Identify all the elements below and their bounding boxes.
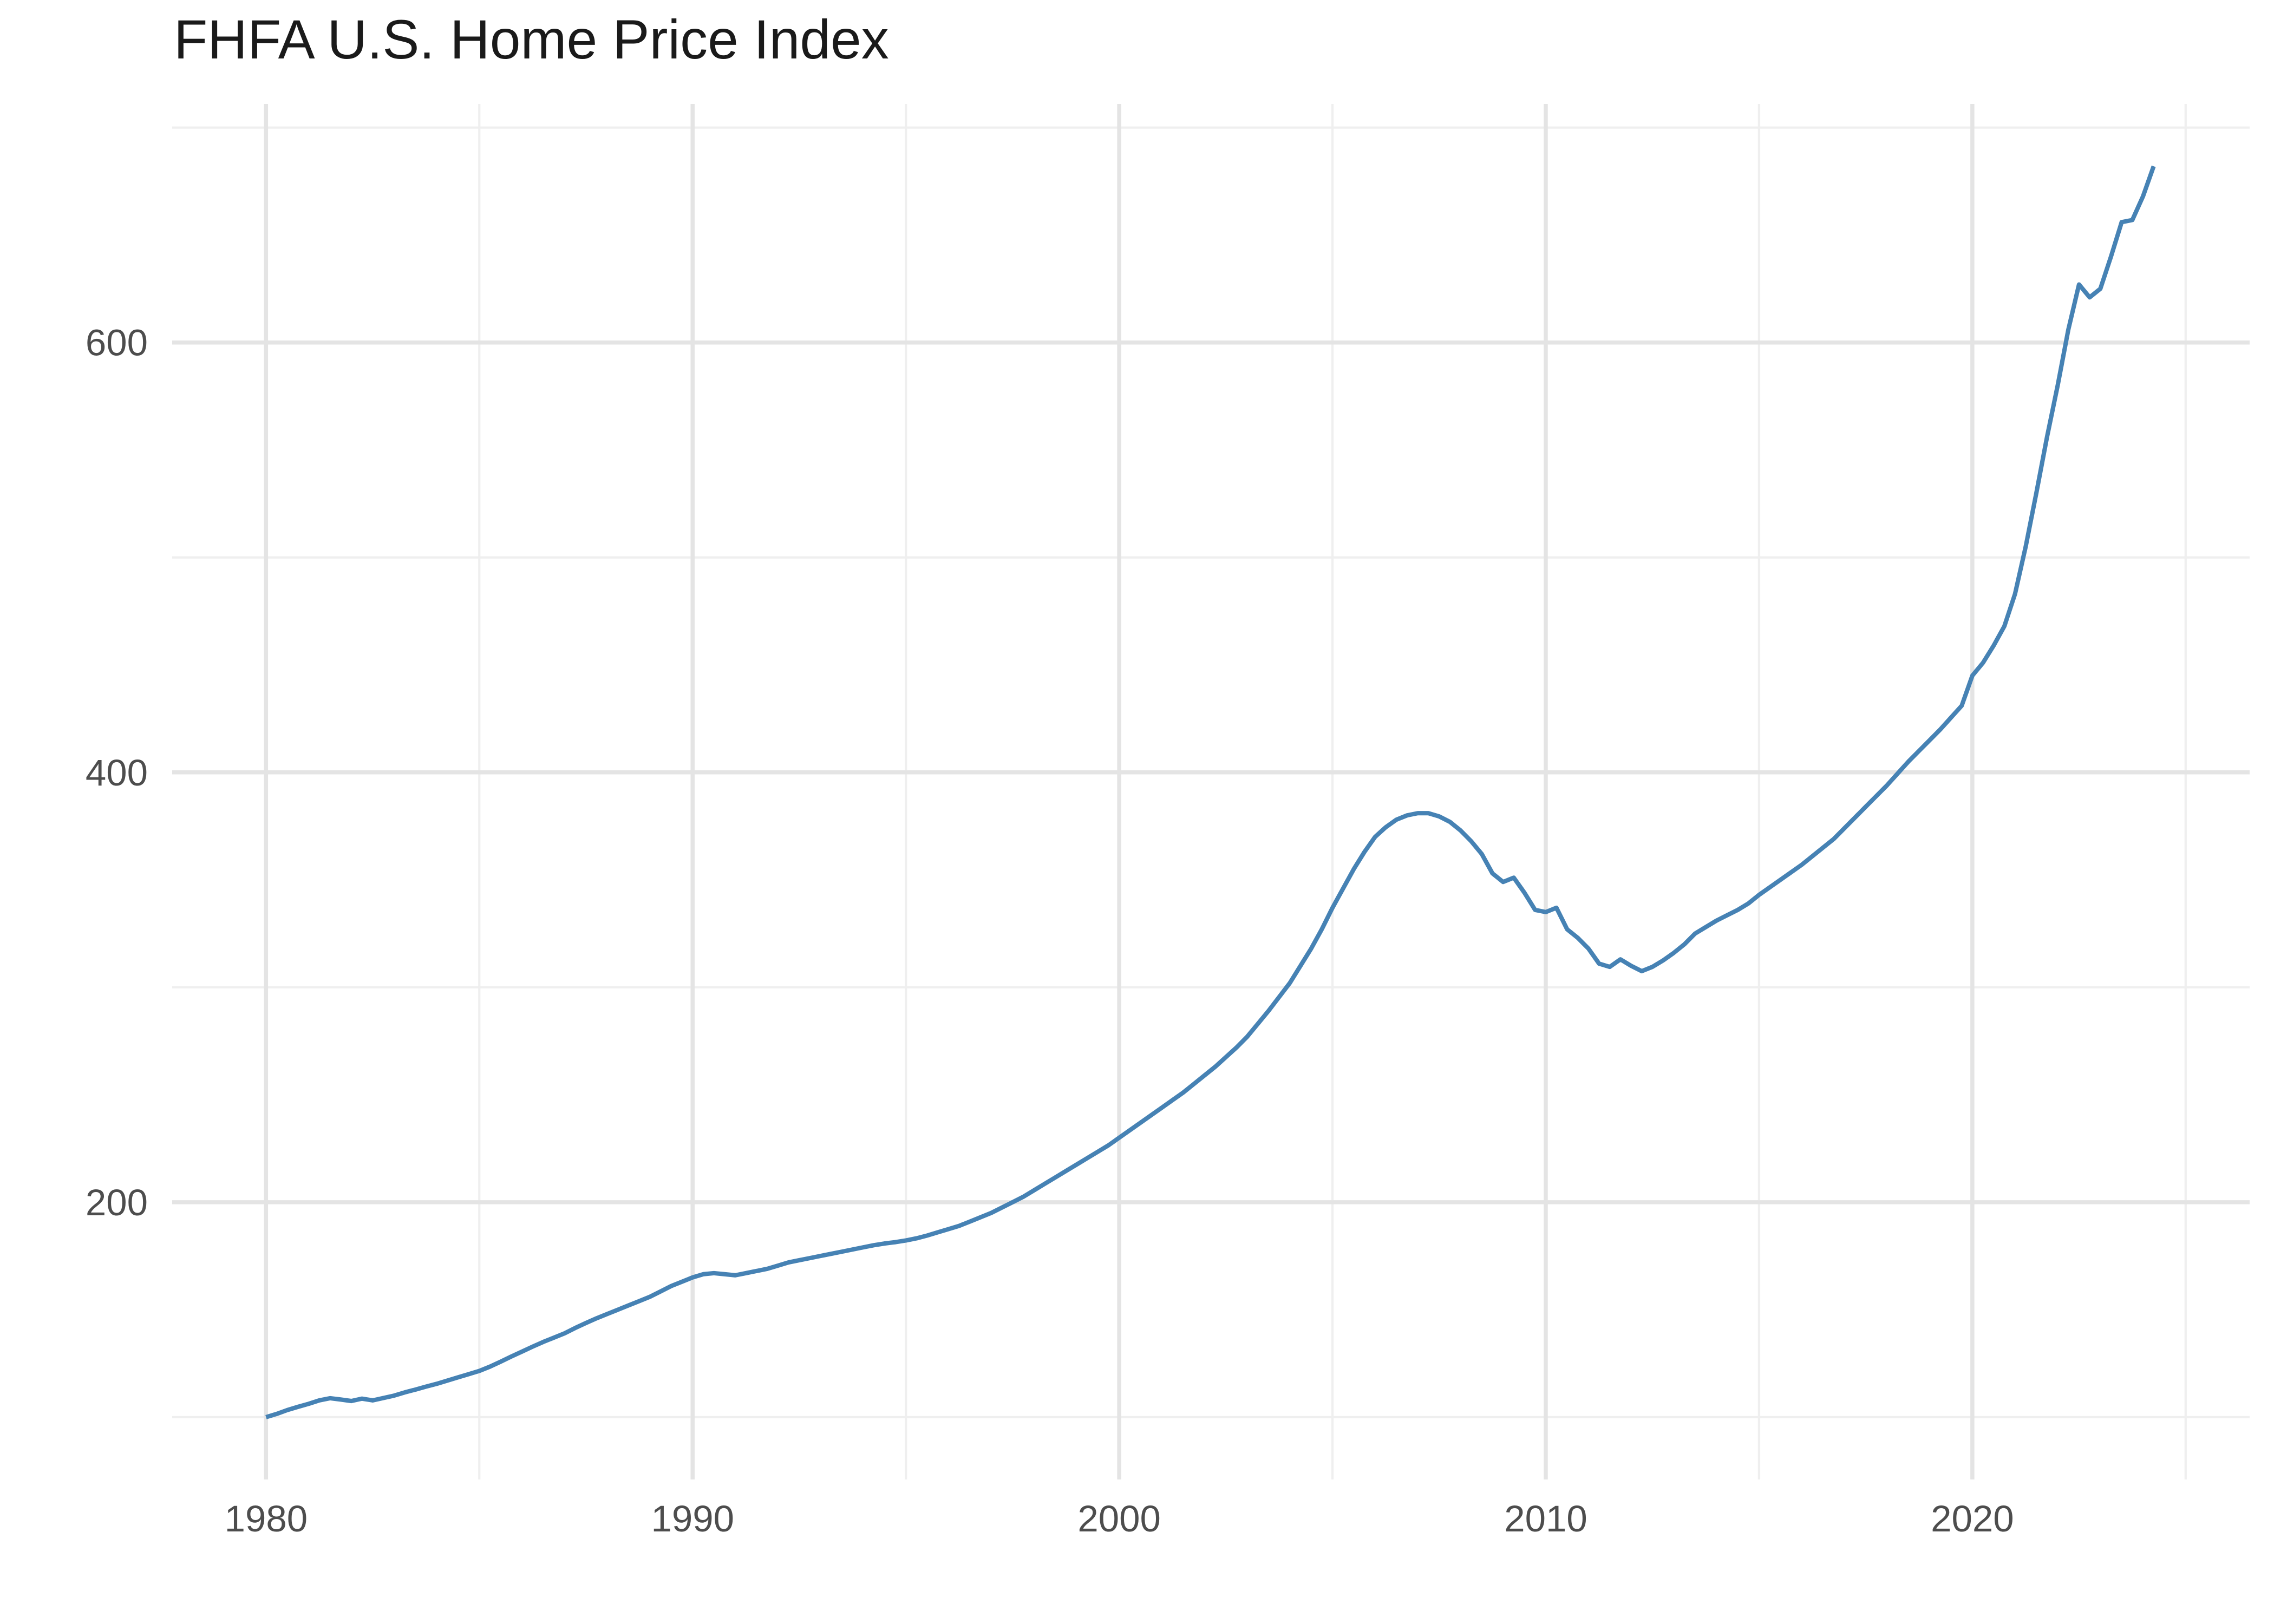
y-tick-label: 600 (86, 322, 148, 364)
x-tick-label: 1980 (225, 1498, 308, 1540)
y-axis-tick-labels: 200 400 600 (86, 322, 148, 1223)
x-axis-tick-labels: 1980 1990 2000 2010 2020 (225, 1498, 2014, 1540)
gridlines-major (172, 104, 2250, 1479)
x-tick-label: 1990 (651, 1498, 734, 1540)
gridlines-minor (172, 104, 2250, 1479)
x-tick-label: 2010 (1504, 1498, 1587, 1540)
y-tick-label: 400 (86, 752, 148, 794)
data-series (265, 165, 2156, 1419)
y-tick-label: 200 (86, 1182, 148, 1223)
home-price-index-line (265, 165, 2156, 1419)
x-tick-label: 2000 (1077, 1498, 1161, 1540)
x-tick-label: 2020 (1931, 1498, 2014, 1540)
chart-title: FHFA U.S. Home Price Index (174, 10, 889, 71)
